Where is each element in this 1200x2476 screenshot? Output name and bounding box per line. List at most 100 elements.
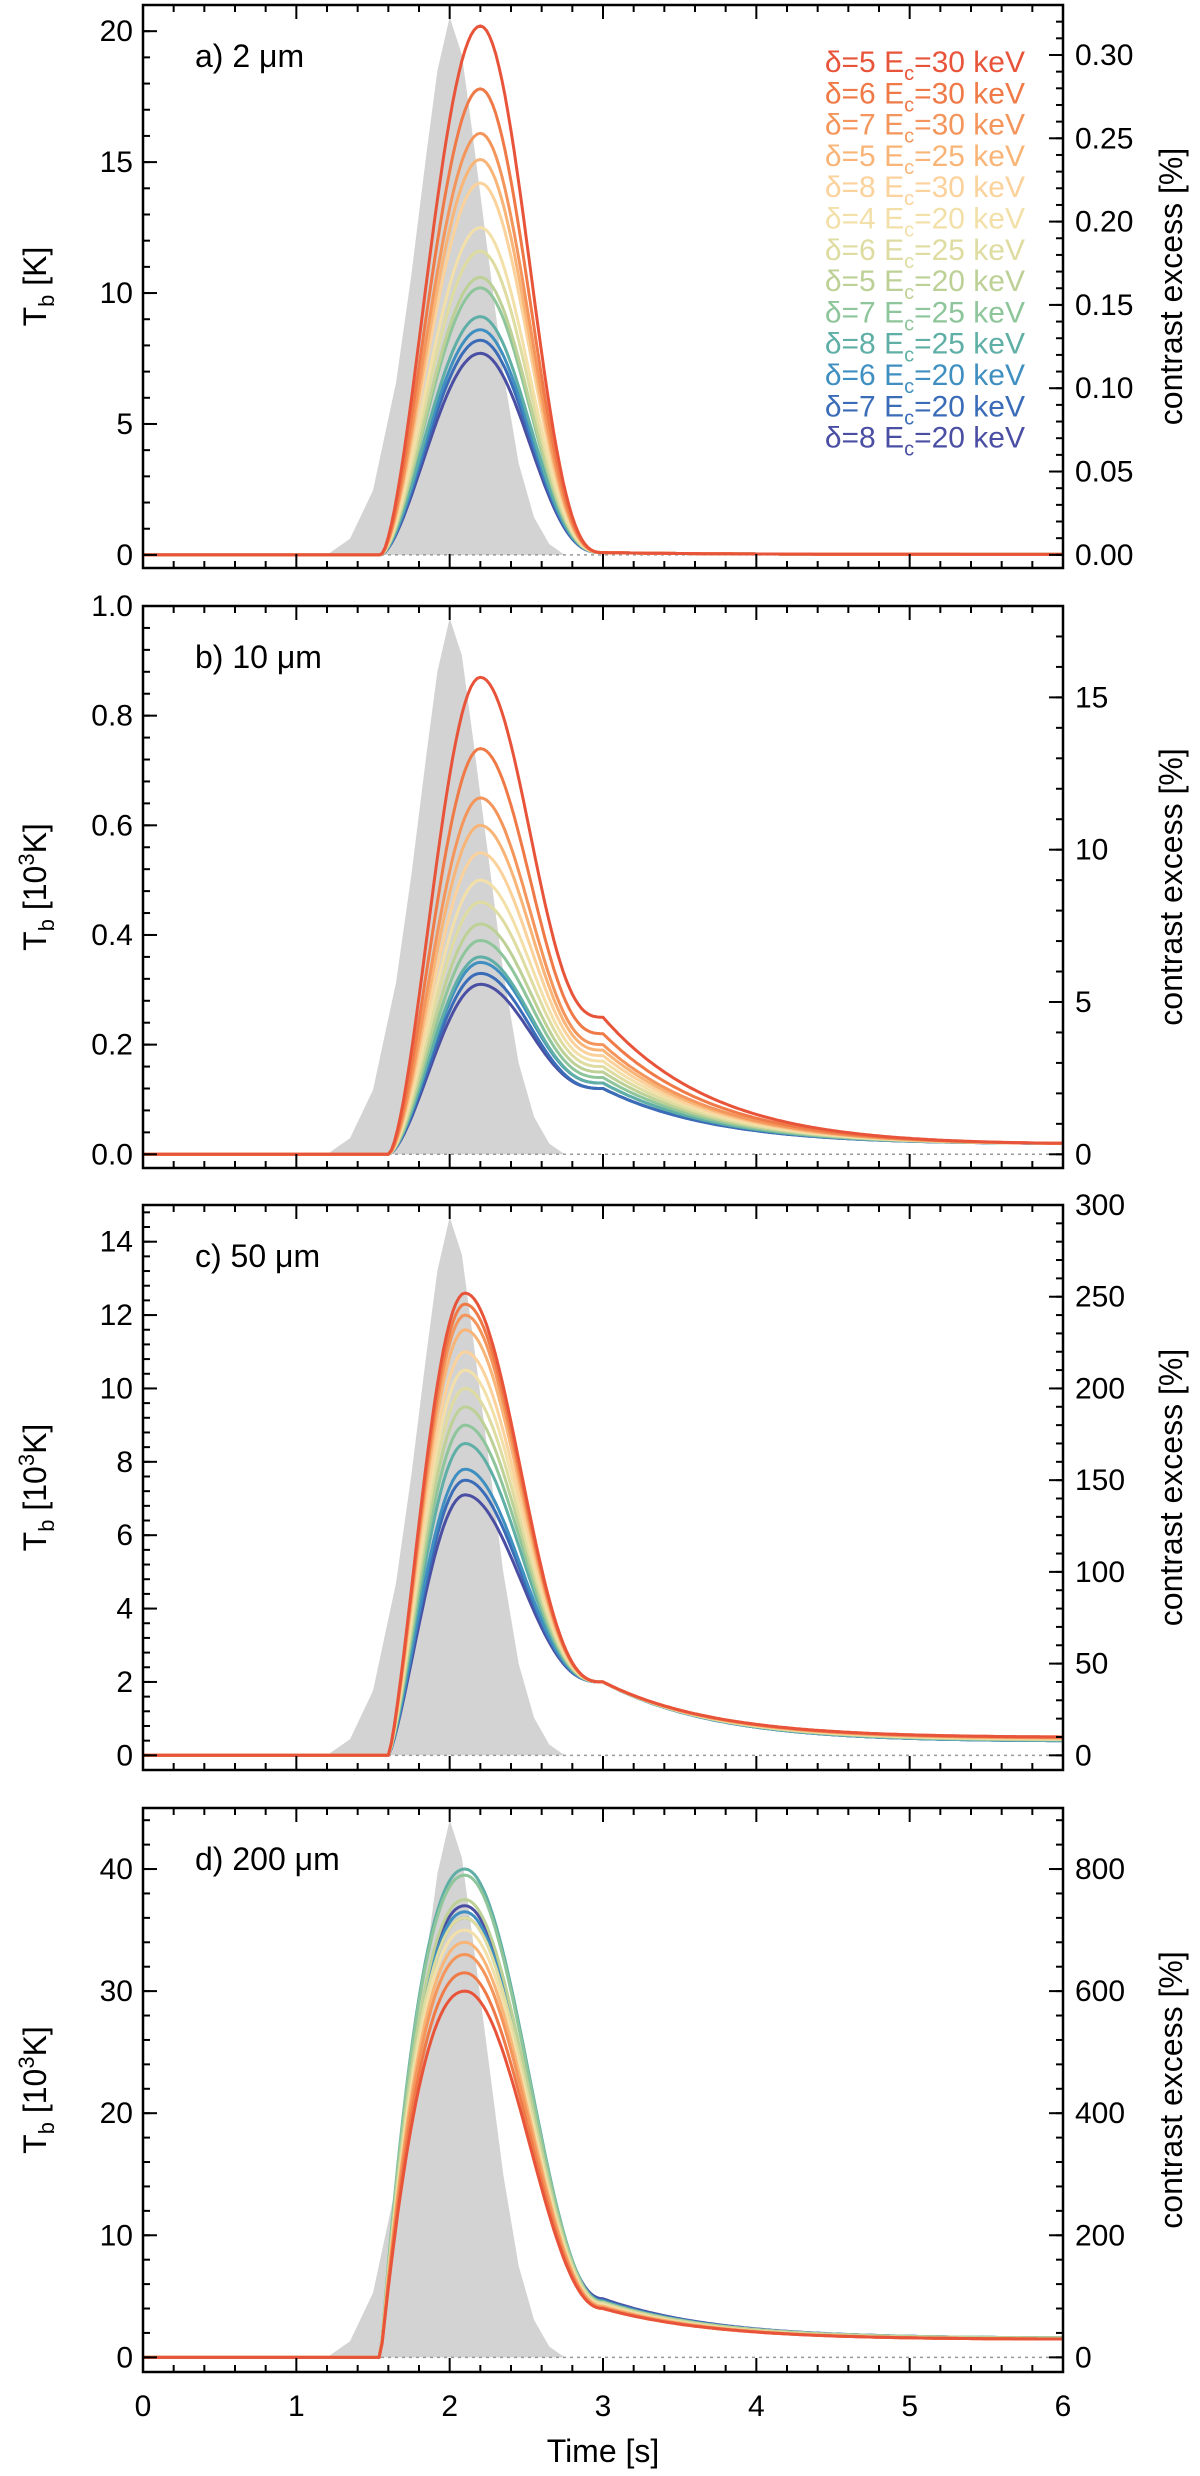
panel-b: 0.0 0.2 0.4 0.6 0.8 1.0 0 5 10 15 Tb [103K] contras… bbox=[14, 590, 1189, 1171]
series-line-6 bbox=[143, 1368, 1063, 1757]
legend-ec: E bbox=[884, 46, 904, 79]
legend-entry-10: δ=8 Ec=25 keV bbox=[825, 328, 1025, 367]
legend-ec-sub: c bbox=[904, 251, 914, 273]
y-label-sup: 3 bbox=[14, 2056, 39, 2068]
y-tick-label: 10 bbox=[100, 277, 133, 310]
legend-tail: =30 keV bbox=[914, 109, 1025, 142]
legend-delta: δ=5 bbox=[825, 140, 884, 173]
y2-tick-label: 150 bbox=[1075, 1464, 1125, 1497]
y-label-main: T bbox=[17, 2134, 53, 2154]
y2-tick-label: 0.15 bbox=[1075, 289, 1133, 322]
y-label-sub: b bbox=[34, 295, 59, 307]
legend-delta: δ=7 bbox=[825, 296, 884, 329]
series-line-5 bbox=[143, 1350, 1063, 1757]
y2-tick-label: 600 bbox=[1075, 1975, 1125, 2008]
legend-delta: δ=8 bbox=[825, 171, 884, 204]
x-tick-label: 5 bbox=[901, 2390, 918, 2423]
legend-delta: δ=5 bbox=[825, 46, 884, 79]
series-line-13 bbox=[143, 1493, 1063, 1757]
series-line-7 bbox=[143, 900, 1063, 1156]
y2-tick-label: 5 bbox=[1075, 986, 1092, 1019]
y-tick-label: 10 bbox=[100, 2219, 133, 2252]
series-line-2 bbox=[143, 747, 1063, 1156]
y-label-main: T bbox=[17, 931, 53, 951]
legend-tail: =20 keV bbox=[914, 265, 1025, 298]
series-line-6 bbox=[143, 1928, 1063, 2359]
y2-tick-label: 200 bbox=[1075, 1372, 1125, 1405]
y2-tick-label: 0.30 bbox=[1075, 39, 1133, 72]
series-line-13 bbox=[143, 982, 1063, 1156]
legend-delta: δ=5 bbox=[825, 265, 884, 298]
series-line-12 bbox=[143, 1916, 1063, 2359]
y2-tick-label: 400 bbox=[1075, 2097, 1125, 2130]
series-line-1 bbox=[143, 1291, 1063, 1757]
series-line-12 bbox=[143, 1478, 1063, 1757]
legend-ec: E bbox=[884, 422, 904, 455]
y-tick-label: 0 bbox=[116, 2341, 133, 2374]
legend-delta: δ=7 bbox=[825, 390, 884, 423]
y2-tick-label: 0 bbox=[1075, 1138, 1092, 1171]
panel-title: d) 200 μm bbox=[195, 1841, 340, 1877]
legend-delta: δ=6 bbox=[825, 359, 884, 392]
legend-ec: E bbox=[884, 265, 904, 298]
y-tick-label: 20 bbox=[100, 2097, 133, 2130]
series-line-4 bbox=[143, 1328, 1063, 1757]
y2-tick-label: 0.10 bbox=[1075, 372, 1133, 405]
legend-ec: E bbox=[884, 171, 904, 204]
y2-tick-label: 0.20 bbox=[1075, 206, 1133, 239]
series-line-11 bbox=[143, 1467, 1063, 1757]
y-tick-label: 12 bbox=[100, 1299, 133, 1332]
y2-tick-label: 200 bbox=[1075, 2219, 1125, 2252]
legend-entry-3: δ=7 Ec=30 keV bbox=[825, 109, 1025, 148]
x-tick-label: 3 bbox=[595, 2390, 612, 2423]
legend-ec: E bbox=[884, 296, 904, 329]
legend-ec-sub: c bbox=[904, 188, 914, 210]
y-axis-label: Tb [K] bbox=[17, 247, 59, 327]
series-line-8 bbox=[143, 1898, 1063, 2359]
y-tick-label: 0.6 bbox=[91, 809, 133, 842]
legend-delta: δ=6 bbox=[825, 234, 884, 267]
legend-ec-sub: c bbox=[904, 63, 914, 85]
y-tick-label: 2 bbox=[116, 1666, 133, 1699]
legend-delta: δ=8 bbox=[825, 422, 884, 455]
legend-delta: δ=4 bbox=[825, 203, 884, 236]
series-line-5 bbox=[143, 1953, 1063, 2359]
legend-ec: E bbox=[884, 234, 904, 267]
y-tick-label: 20 bbox=[100, 15, 133, 48]
legend-ec-sub: c bbox=[904, 407, 914, 429]
legend-tail: =20 keV bbox=[914, 390, 1025, 423]
y2-tick-label: 50 bbox=[1075, 1648, 1108, 1681]
y2-tick-label: 100 bbox=[1075, 1556, 1125, 1589]
plot-frame bbox=[141, 1806, 1065, 2374]
y-tick-label: 14 bbox=[100, 1226, 133, 1259]
legend-entry-12: δ=7 Ec=20 keV bbox=[825, 390, 1025, 429]
legend-tail: =25 keV bbox=[914, 140, 1025, 173]
legend-tail: =25 keV bbox=[914, 296, 1025, 329]
y-tick-label: 5 bbox=[116, 408, 133, 441]
series-line-9 bbox=[143, 1873, 1063, 2359]
legend-ec-sub: c bbox=[904, 126, 914, 148]
legend-entry-5: δ=8 Ec=30 keV bbox=[825, 171, 1025, 210]
legend-ec: E bbox=[884, 140, 904, 173]
legend-ec-sub: c bbox=[904, 313, 914, 335]
panel-c: 0 2 4 6 8 10 12 14 0 50 100 150 200 250 300 Tb [103K] co… bbox=[14, 1189, 1189, 1772]
legend-tail: =30 keV bbox=[914, 171, 1025, 204]
y-label-sup: 3 bbox=[14, 853, 39, 865]
legend-ec: E bbox=[884, 77, 904, 110]
legend-tail: =30 keV bbox=[914, 46, 1025, 79]
y2-tick-label: 300 bbox=[1075, 1189, 1125, 1222]
series-line-3 bbox=[143, 1313, 1063, 1757]
legend-tail: =25 keV bbox=[914, 328, 1025, 361]
y2-tick-label: 0.00 bbox=[1075, 539, 1133, 572]
series-line-11 bbox=[143, 960, 1063, 1156]
legend-ec: E bbox=[884, 359, 904, 392]
y-tick-label: 0.4 bbox=[91, 919, 133, 952]
legend-delta: δ=6 bbox=[825, 77, 884, 110]
y2-axis-label: contrast excess [%] bbox=[1153, 1951, 1189, 2228]
legend-entry-9: δ=7 Ec=25 keV bbox=[825, 296, 1025, 335]
panel-title: c) 50 μm bbox=[195, 1238, 320, 1274]
series-line-4 bbox=[143, 823, 1063, 1156]
